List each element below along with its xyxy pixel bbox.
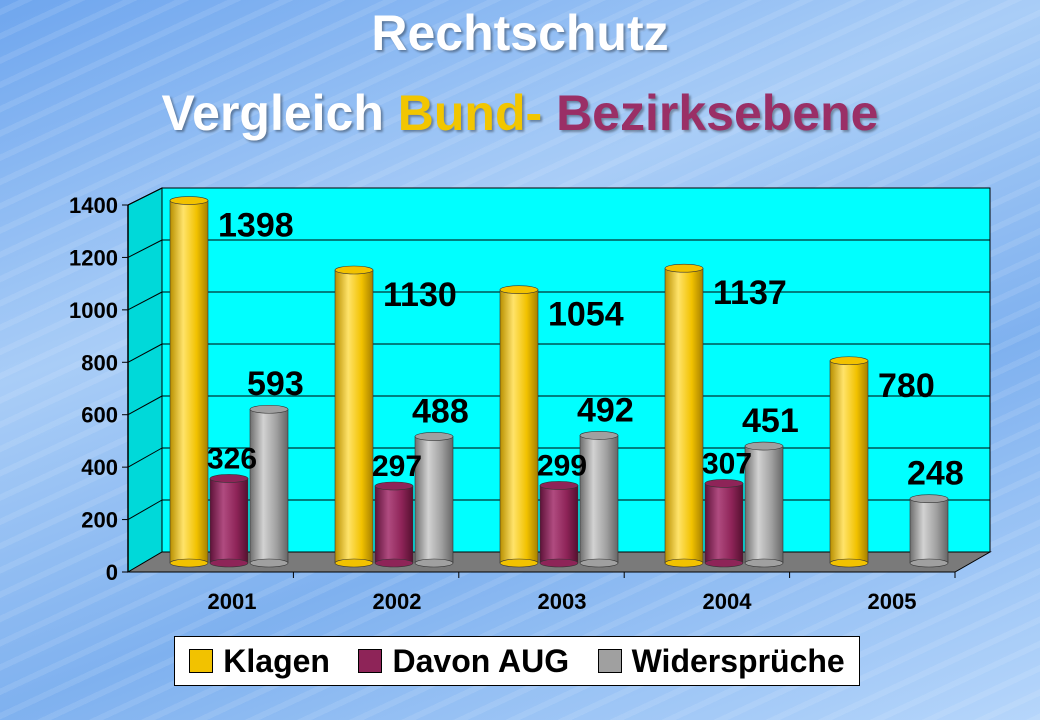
bar-top-widerspr-che xyxy=(909,494,949,503)
bar-davon-aug xyxy=(209,478,249,564)
bar-base-klagen xyxy=(169,558,209,568)
gridline-side xyxy=(127,447,163,468)
data-label-davon-aug: 307 xyxy=(702,447,752,480)
bar-davon-aug xyxy=(704,483,744,564)
gridline-side xyxy=(127,239,163,258)
x-tick-label: 2002 xyxy=(373,589,422,614)
bar-base-klagen xyxy=(664,558,704,568)
data-label-widerspr-che: 451 xyxy=(742,402,799,440)
data-label-davon-aug: 326 xyxy=(207,442,257,475)
bar-top-klagen xyxy=(499,285,539,295)
bar-top-klagen xyxy=(169,196,209,205)
bar-base-widerspr-che xyxy=(579,558,619,568)
gridline-side xyxy=(127,499,163,521)
data-label-klagen: 1398 xyxy=(218,207,294,245)
bar-base-widerspr-che xyxy=(249,558,289,568)
bar-top-klagen xyxy=(664,263,704,273)
legend-label-widersprueche: Widersprüche xyxy=(631,642,845,679)
bar-top-widerspr-che xyxy=(744,441,784,451)
y-tick-label: 0 xyxy=(106,560,118,585)
legend-swatch-widersprueche xyxy=(597,649,622,673)
bar-davon-aug xyxy=(539,485,579,564)
bar-base-davon-aug xyxy=(374,558,414,568)
bar-base-klagen xyxy=(499,558,539,568)
gridline-side xyxy=(127,343,163,363)
y-tick-label: 800 xyxy=(81,350,118,375)
data-label-widerspr-che: 248 xyxy=(907,455,964,493)
plot-side-wall xyxy=(127,187,163,573)
bar-top-davon-aug xyxy=(539,481,579,490)
bar-klagen xyxy=(499,289,539,564)
data-labels: 1398 326 593 1130 297 488 1054 299 492 1137 307 451… xyxy=(207,207,964,493)
y-tick-label: 200 xyxy=(81,508,118,533)
bar-top-widerspr-che xyxy=(414,432,454,441)
bar-base-klagen xyxy=(829,558,869,568)
data-label-davon-aug: 297 xyxy=(372,450,422,483)
y-axis: 0 200 400 600 800 1000 1200 1400 xyxy=(69,193,129,585)
subtitle-part-vergleich: Vergleich xyxy=(161,85,398,141)
y-tick-label: 1200 xyxy=(69,245,118,270)
y-tick-label: 400 xyxy=(81,455,118,480)
bar-base-widerspr-che xyxy=(414,558,454,568)
bar-widerspr-che xyxy=(579,435,619,564)
legend-swatch-klagen xyxy=(189,649,214,673)
legend-label-klagen: Klagen xyxy=(223,642,330,679)
x-tick-label: 2003 xyxy=(538,589,587,614)
bar-widerspr-che xyxy=(744,445,784,564)
legend-item-klagen: Klagen xyxy=(189,643,330,680)
subtitle-part-bund: Bund- xyxy=(397,85,543,141)
y-tick-label: 1400 xyxy=(69,193,118,218)
bar-klagen xyxy=(829,360,869,564)
data-label-widerspr-che: 492 xyxy=(577,391,634,429)
bars xyxy=(169,196,949,568)
bar-top-klagen xyxy=(829,356,869,366)
gridline-side xyxy=(127,291,163,311)
bar-top-davon-aug xyxy=(704,479,744,488)
gridline-side xyxy=(127,395,163,416)
legend-label-davon-aug: Davon AUG xyxy=(392,642,570,679)
bar-klagen xyxy=(664,267,704,564)
data-label-klagen: 780 xyxy=(878,367,935,405)
x-axis: 2001 2002 2003 2004 2005 xyxy=(208,572,956,614)
x-tick-label: 2004 xyxy=(703,589,753,614)
data-label-klagen: 1054 xyxy=(548,296,624,334)
bar-davon-aug xyxy=(374,485,414,564)
bar-klagen xyxy=(169,200,209,564)
gridline-side xyxy=(127,187,163,206)
bar-top-davon-aug xyxy=(209,474,249,483)
x-tick-label: 2005 xyxy=(868,589,917,614)
x-tick-label: 2001 xyxy=(208,589,257,614)
bar-widerspr-che xyxy=(909,498,949,564)
bar-klagen xyxy=(334,269,374,564)
bar-top-klagen xyxy=(334,265,374,275)
data-label-klagen: 1130 xyxy=(383,276,457,314)
chart-subtitle: Vergleich Bund- Bezirksebene xyxy=(0,84,1040,142)
legend: Klagen Davon AUG Widersprüche xyxy=(174,636,860,686)
legend-item-davon-aug: Davon AUG xyxy=(358,643,569,680)
data-label-klagen: 1137 xyxy=(713,274,787,312)
bar-base-davon-aug xyxy=(209,558,249,568)
bar-widerspr-che xyxy=(249,408,289,564)
bar-top-widerspr-che xyxy=(249,404,289,414)
bar-top-davon-aug xyxy=(374,481,414,491)
bar-top-widerspr-che xyxy=(579,431,619,440)
bar-base-klagen xyxy=(334,558,374,568)
data-label-widerspr-che: 488 xyxy=(412,392,469,430)
y-tick-label: 1000 xyxy=(69,298,118,323)
bar-base-widerspr-che xyxy=(744,558,784,568)
legend-item-widersprueche: Widersprüche xyxy=(597,642,845,680)
bar-base-widerspr-che xyxy=(909,558,949,568)
chart-title: Rechtschutz xyxy=(371,5,669,61)
bar-base-davon-aug xyxy=(539,558,579,568)
legend-swatch-davon-aug xyxy=(358,649,383,673)
bar-widerspr-che xyxy=(414,436,454,564)
y-tick-label: 600 xyxy=(81,403,118,428)
subtitle-part-bezirksebene: Bezirksebene xyxy=(542,85,879,141)
data-label-davon-aug: 299 xyxy=(537,449,587,482)
bar-base-davon-aug xyxy=(704,558,744,568)
data-label-widerspr-che: 593 xyxy=(247,365,304,403)
